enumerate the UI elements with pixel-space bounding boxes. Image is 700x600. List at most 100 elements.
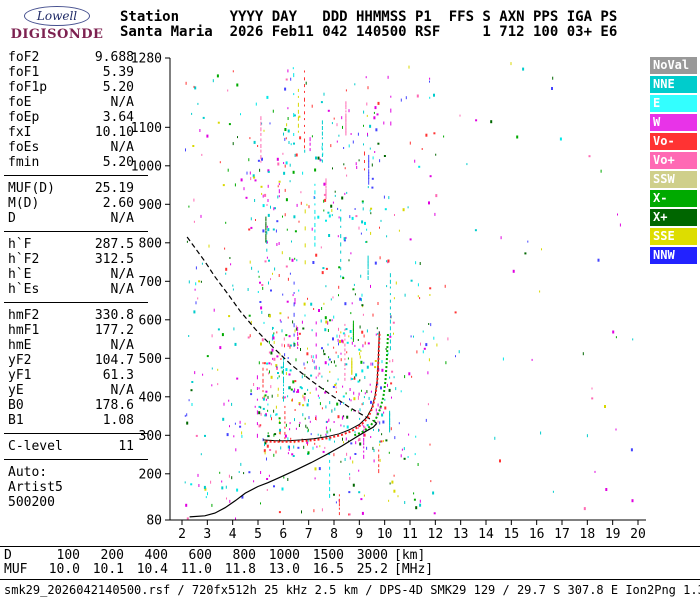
param-name: yE [8,383,24,398]
distance-muf-table: D 100 200 400 600 800 1000 1500 3000 [km] MUF 10.0… [4,549,433,577]
param-name: h`F [8,237,32,252]
d-unit: [km] [394,548,426,563]
x-axis-tick-label: 16 [529,527,545,542]
param-name: Artist5 [8,480,63,495]
param-name: fxI [8,125,32,140]
param-value: 330.8 [94,308,134,323]
param-row-D: D N/A [4,211,148,226]
param-row-auto: Auto: [4,465,148,480]
param-row-B0: B0 178.6 [4,398,148,413]
x-axis-tick-label: 20 [630,527,646,542]
legend-item-nnw: NNW [650,247,697,264]
param-row-foE: foE N/A [4,95,148,110]
y-axis-tick-label: 500 [139,352,162,367]
param-value: 3.64 [102,110,134,125]
x-axis-tick-label: 7 [305,527,313,542]
param-separator [4,231,148,232]
x-axis-tick-label: 8 [330,527,338,542]
scatter-echo-points [184,62,634,520]
param-row-hmF2: hmF2 330.8 [4,308,148,323]
topside-profile-model [186,236,378,424]
param-row-hF2: h`F2 312.5 [4,252,148,267]
muf-value: 10.1 [92,562,124,577]
param-row-foF2: foF2 9.688 [4,50,148,65]
muf-row: MUF 10.0 10.1 10.4 11.0 11.8 13.0 16.5 25.2 [MHz] [4,563,433,577]
d-value: 400 [144,548,168,563]
legend-item-x-minus: X- [650,190,697,207]
d-value: 600 [188,548,212,563]
y-axis-tick-label: 800 [139,236,162,251]
param-value: N/A [110,140,134,155]
param-name: B0 [8,398,24,413]
y-axis-tick-label: 1280 [131,52,162,67]
param-value: N/A [110,383,134,398]
x-axis-tick-label: 13 [453,527,469,542]
param-row-fxI: fxI 10.10 [4,125,148,140]
param-separator [4,459,148,460]
param-name: foEs [8,140,40,155]
x-axis-tick-label: 15 [504,527,520,542]
legend-item-noval: NoVal [650,57,697,74]
o-trace-echo [265,332,381,443]
param-value: N/A [110,338,134,353]
d-row-label: D [4,548,12,563]
param-name: h`F2 [8,252,40,267]
param-value: 2.60 [102,196,134,211]
param-row-artist: Artist5 [4,480,148,495]
d-value: 100 [56,548,80,563]
legend-item-nne: NNE [650,76,697,93]
param-name: C-level [8,439,63,454]
parameter-panel: foF2 9.688 foF1 5.39 foF1p 5.20 foE N/A foEp… [4,50,148,510]
station-header: Station YYYY DAY DDD HHMMSS P1 FFS S AXN… [120,10,617,40]
y-axis-tick-label: 1100 [131,121,162,136]
param-row-c-level: C-level 11 [4,439,148,454]
param-name: hmF2 [8,308,40,323]
legend-item-x-plus: X+ [650,209,697,226]
file-info-footer: smk29_2026042140500.rsf / 720fx512h 25 k… [4,583,700,597]
muf-value: 11.8 [224,562,256,577]
param-row-MD: M(D) 2.60 [4,196,148,211]
param-name: MUF(D) [8,181,55,196]
param-value: 61.3 [102,368,134,383]
x-axis-tick-label: 12 [428,527,444,542]
d-row: D 100 200 400 600 800 1000 1500 3000 [km] [4,549,433,563]
muf-value: 13.0 [268,562,300,577]
muf-unit: [MHz] [394,562,434,577]
logo-oval: Lowell [23,6,91,26]
x-axis-tick-label: 6 [279,527,287,542]
x-axis-tick-label: 3 [203,527,211,542]
param-name: D [8,211,16,226]
d-value: 1500 [312,548,344,563]
y-axis-tick-label: 700 [139,275,162,290]
param-name: B1 [8,413,24,428]
param-row-hE: h`E N/A [4,267,148,282]
param-value: 9.688 [94,50,134,65]
param-row-yF1: yF1 61.3 [4,368,148,383]
param-value: 11 [118,439,134,454]
d-value: 1000 [268,548,300,563]
param-row-foEp: foEp 3.64 [4,110,148,125]
x-trace-echo [353,333,389,437]
param-value: 25.19 [94,181,134,196]
y-axis-tick-label: 300 [139,429,162,444]
muf-value: 10.4 [136,562,168,577]
y-axis-tick-label: 900 [139,198,162,213]
param-group-frequencies: foF2 9.688 foF1 5.39 foF1p 5.20 foE N/A foEp… [4,50,148,170]
param-value: 5.20 [102,80,134,95]
y-axis-tick-label: 80 [146,514,162,529]
param-name: foEp [8,110,40,125]
muf-value: 10.0 [48,562,80,577]
param-row-yF2: yF2 104.7 [4,353,148,368]
param-value: 104.7 [94,353,134,368]
d-value: 3000 [356,548,388,563]
param-value: N/A [110,95,134,110]
legend-item-vo-minus: Vo- [650,133,697,150]
param-group-muf: MUF(D) 25.19 M(D) 2.60 D N/A [4,181,148,226]
legend-item-vo-plus: Vo+ [650,152,697,169]
d-value: 200 [100,548,124,563]
legend-item-w: W [650,114,697,131]
param-separator [4,175,148,176]
x-axis-tick-label: 14 [478,527,494,542]
param-row-foEs: foEs N/A [4,140,148,155]
